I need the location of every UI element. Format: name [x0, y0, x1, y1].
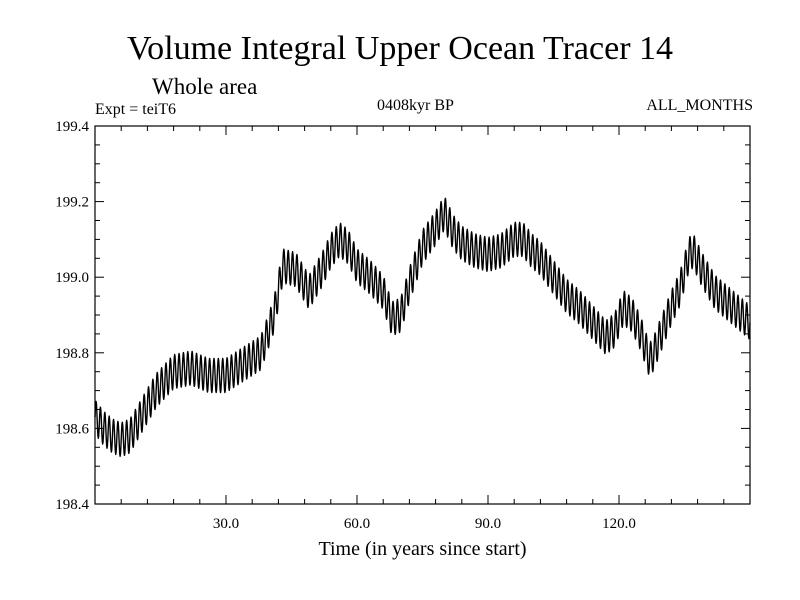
- months-label: ALL_MONTHS: [646, 97, 753, 114]
- experiment-label: Expt = teiT6: [95, 101, 177, 118]
- series-line: [94, 197, 751, 457]
- x-axis-label: Time (in years since start): [318, 538, 527, 560]
- y-tick-label: 198.8: [55, 346, 89, 362]
- y-tick-label: 198.6: [55, 421, 89, 437]
- chart-title: Volume Integral Upper Ocean Tracer 14: [126, 30, 674, 67]
- y-tick-label: 198.4: [55, 497, 89, 513]
- y-tick-label: 199.2: [55, 195, 89, 211]
- x-tick-label: 90.0: [475, 516, 501, 532]
- chart-subtitle: Whole area: [152, 74, 258, 99]
- plot-frame: [94, 125, 751, 505]
- y-tick-label: 199.0: [55, 270, 89, 286]
- y-tick-label: 199.4: [55, 119, 89, 135]
- x-tick-label: 120.0: [602, 516, 636, 532]
- x-tick-label: 60.0: [344, 516, 370, 532]
- x-tick-label: 30.0: [213, 516, 239, 532]
- period-label: 0408kyr BP: [377, 97, 454, 114]
